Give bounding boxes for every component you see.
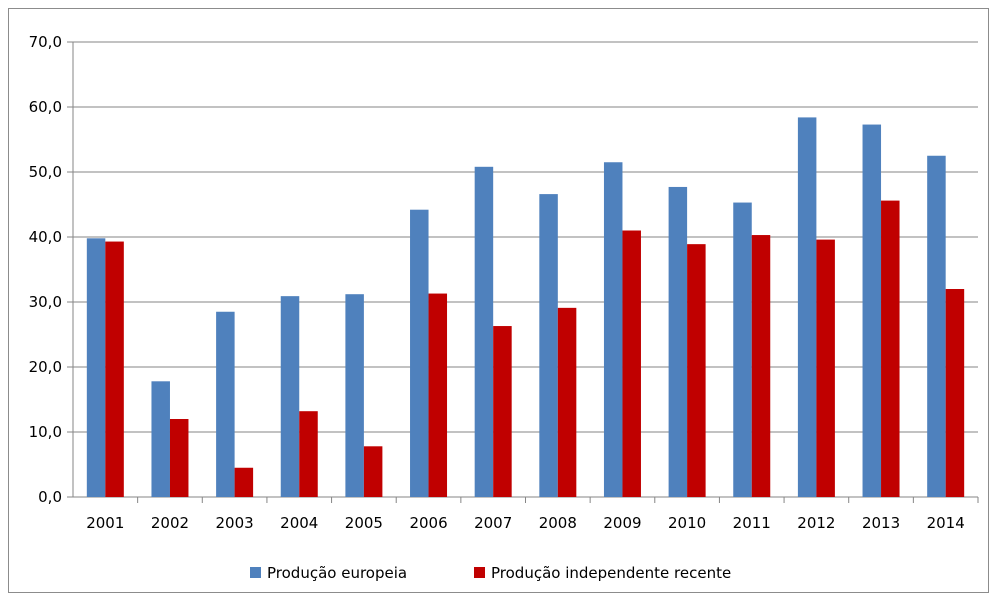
- x-tick-label: 2009: [603, 514, 641, 532]
- bar: [622, 230, 641, 497]
- bar: [345, 294, 364, 497]
- x-tick-label: 2001: [86, 514, 124, 532]
- bar: [169, 419, 189, 497]
- x-tick-label: 2003: [216, 514, 254, 532]
- x-tick-label: 2010: [668, 514, 706, 532]
- x-tick-label: 2005: [345, 514, 383, 532]
- bar: [881, 200, 900, 497]
- bar: [493, 326, 512, 497]
- bar: [733, 202, 752, 498]
- bar: [428, 293, 448, 497]
- bar: [862, 124, 882, 498]
- bar: [603, 162, 623, 497]
- bar: [557, 307, 577, 497]
- bar: [797, 117, 817, 498]
- x-tick-label: 2012: [797, 514, 835, 532]
- x-tick-label: 2008: [539, 514, 577, 532]
- bar: [280, 296, 300, 497]
- bar: [105, 241, 124, 497]
- bar: [668, 186, 688, 497]
- y-tick-label: 50,0: [29, 163, 62, 181]
- legend-label: Produção europeia: [267, 564, 407, 582]
- x-tick-label: 2006: [409, 514, 447, 532]
- bar: [751, 235, 771, 498]
- bar: [539, 194, 558, 497]
- x-tick-label: 2013: [862, 514, 900, 532]
- bar: [216, 311, 235, 497]
- bar: [945, 289, 965, 497]
- y-tick-label: 30,0: [29, 293, 62, 311]
- y-tick-label: 10,0: [29, 423, 62, 441]
- x-tick-label: 2011: [733, 514, 771, 532]
- bar: [363, 446, 383, 497]
- bar: [234, 467, 254, 497]
- x-tick-label: 2007: [474, 514, 512, 532]
- y-tick-label: 40,0: [29, 228, 62, 246]
- bar: [927, 155, 946, 497]
- y-tick-label: 60,0: [29, 98, 62, 116]
- y-tick-label: 70,0: [29, 33, 62, 51]
- x-tick-label: 2014: [927, 514, 965, 532]
- bar: [474, 166, 494, 498]
- bar: [410, 209, 429, 497]
- x-tick-label: 2004: [280, 514, 318, 532]
- bar: [816, 239, 835, 497]
- legend-label: Produção independente recente: [491, 564, 731, 582]
- legend-swatch: [474, 567, 485, 578]
- bar: [299, 411, 318, 497]
- y-tick-label: 0,0: [38, 488, 62, 506]
- bar: [687, 244, 706, 497]
- bar: [86, 238, 106, 498]
- y-tick-label: 20,0: [29, 358, 62, 376]
- x-tick-label: 2002: [151, 514, 189, 532]
- legend-swatch: [250, 567, 261, 578]
- bar: [151, 381, 170, 497]
